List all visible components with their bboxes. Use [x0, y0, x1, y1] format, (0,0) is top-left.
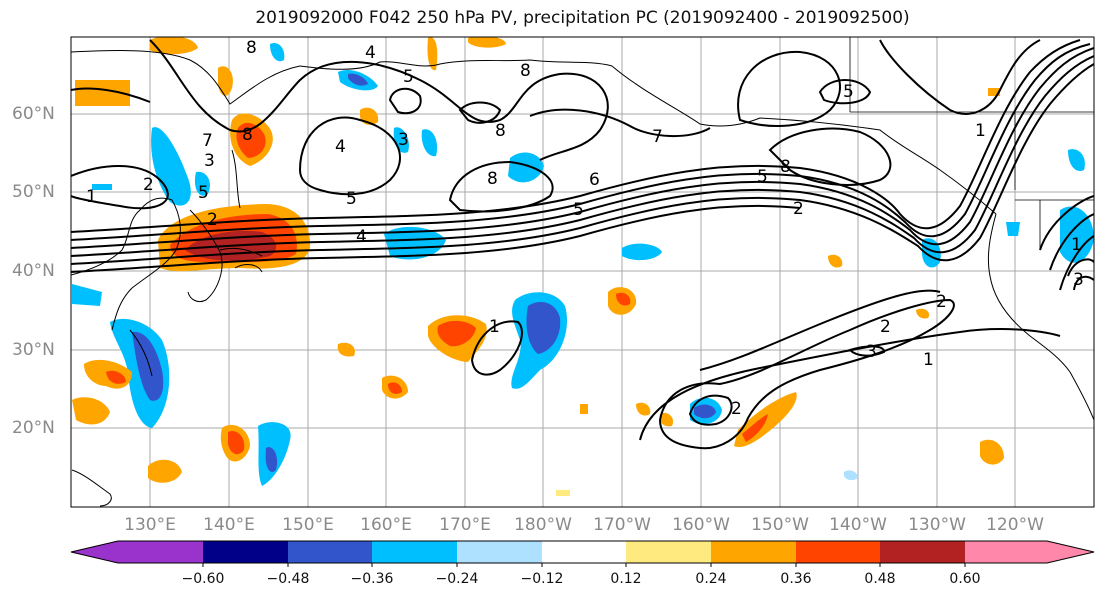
- contour-label: 8: [520, 61, 531, 81]
- contour-label: 5: [198, 183, 209, 203]
- contour-label: 8: [246, 38, 257, 58]
- lon-label-160e: 160°E: [360, 515, 412, 535]
- lon-label-130w: 130°W: [908, 515, 966, 535]
- lat-label-40n: 40°N: [12, 261, 55, 281]
- contour-label: 4: [356, 227, 367, 247]
- colorbar-tick-label: −0.12: [520, 571, 564, 587]
- lon-label-160w: 160°W: [672, 515, 730, 535]
- contour-label: 2: [207, 210, 218, 230]
- lon-label-150w: 150°W: [751, 515, 809, 535]
- contour-label: 3: [1073, 270, 1084, 290]
- lat-label-60n: 60°N: [12, 104, 55, 124]
- contour-label: 6: [589, 170, 600, 190]
- lon-label-120w: 120°W: [986, 515, 1044, 535]
- colorbar-tick-label: −0.24: [435, 571, 479, 587]
- colorbar-tick-label: 0.12: [610, 571, 642, 587]
- contour-label: 7: [202, 131, 213, 151]
- lon-label-170e: 170°E: [439, 515, 491, 535]
- contour-label: 8: [487, 169, 498, 189]
- contour-label: 3: [398, 130, 409, 150]
- contour-label: 5: [843, 82, 854, 102]
- contour-label: 1: [489, 317, 500, 337]
- contour-label: 5: [403, 67, 414, 87]
- contour-label: 3: [866, 342, 877, 362]
- colorbar-tick-label: 0.24: [695, 571, 727, 587]
- contour-label: 3: [204, 151, 215, 171]
- lon-label-150e: 150°E: [282, 515, 334, 535]
- contour-label: 8: [495, 121, 506, 141]
- contour-label: 5: [573, 200, 584, 220]
- colorbar-tick-label: 0.48: [864, 571, 896, 587]
- contour-label: 7: [652, 127, 663, 147]
- contour-label: 2: [936, 292, 947, 312]
- borders: [849, 37, 1094, 250]
- colorbar-tick-label: −0.48: [266, 571, 310, 587]
- lon-label-170w: 170°W: [593, 515, 651, 535]
- colorbar-tick-label: −0.36: [350, 571, 394, 587]
- coastlines: [71, 50, 1094, 507]
- contour-label: 5: [346, 189, 357, 209]
- contour-label: 2: [880, 317, 891, 337]
- pv-contours: [71, 39, 1094, 450]
- contour-label: 1: [86, 187, 97, 207]
- contour-label: 4: [365, 43, 376, 63]
- contour-label: 2: [793, 199, 804, 219]
- contour-label: 1: [923, 350, 934, 370]
- contour-labels: 8 4 5 8 4 3 8 5 7 8 5 1 2 4 5 8 1 2 5 6 …: [86, 38, 1084, 419]
- contour-label: 1: [975, 121, 986, 141]
- precip-negative-korea: [151, 127, 191, 206]
- lat-label-50n: 50°N: [12, 182, 55, 202]
- colorbar-tick-label: 0.36: [780, 571, 812, 587]
- colorbar-tick-label: −0.60: [181, 571, 225, 587]
- lon-label-180w: 180°W: [514, 515, 572, 535]
- map-title: 2019092000 F042 250 hPa PV, precipitatio…: [255, 8, 910, 28]
- colorbar-min-extend: [71, 541, 118, 563]
- contour-label: 4: [335, 137, 346, 157]
- contour-label: 8: [242, 125, 253, 145]
- lon-label-140e: 140°E: [203, 515, 255, 535]
- lon-label-140w: 140°W: [829, 515, 887, 535]
- colorbar: [70, 540, 1095, 567]
- map-panel: [70, 36, 1095, 508]
- contour-label: 1: [1071, 235, 1082, 255]
- lon-label-130e: 130°E: [124, 515, 176, 535]
- contour-label: 2: [143, 175, 154, 195]
- contour-label: 2: [731, 399, 742, 419]
- lat-label-20n: 20°N: [12, 418, 55, 438]
- colorbar-max-extend: [1047, 541, 1094, 563]
- lat-label-30n: 30°N: [12, 340, 55, 360]
- contour-label: 8: [780, 157, 791, 177]
- colorbar-tick-label: 0.60: [949, 571, 981, 587]
- contour-label: 5: [757, 167, 768, 187]
